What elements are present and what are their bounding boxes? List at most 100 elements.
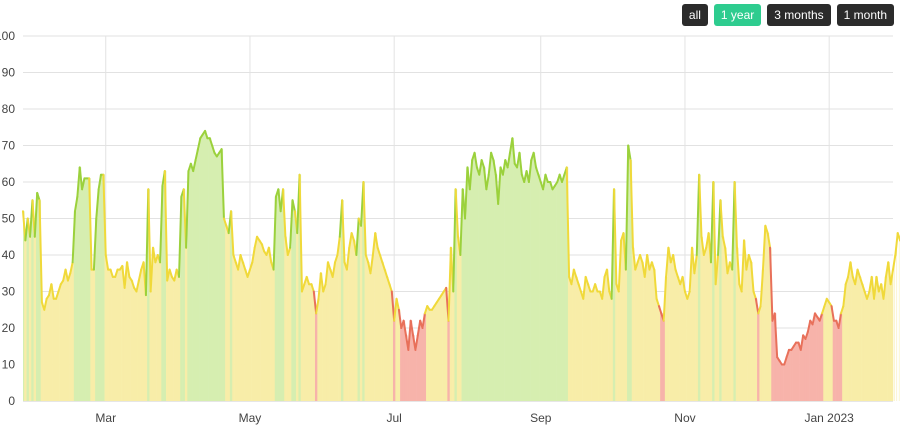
area-fill-yellow [738, 284, 741, 401]
series-line-segment [672, 254, 677, 271]
area-fill-yellow [577, 284, 581, 401]
area-fill-red [832, 320, 836, 401]
area-fill-yellow [676, 276, 680, 401]
area-fill-yellow [376, 247, 380, 401]
area-fill-yellow [66, 280, 70, 401]
range-button-3-months[interactable]: 3 months [767, 4, 831, 26]
area-fill-yellow [877, 291, 881, 401]
area-fill-green [525, 171, 529, 401]
area-fill-yellow [745, 269, 748, 401]
range-button-1-year[interactable]: 1 year [713, 4, 762, 26]
area-fill-yellow [586, 284, 590, 401]
y-axis: 0 10 20 30 40 50 60 70 80 90 100 [0, 29, 15, 408]
series-line-segment [322, 283, 327, 293]
series-line-segment [253, 235, 259, 249]
area-fill-yellow [615, 284, 618, 401]
area-fill-yellow [624, 269, 628, 401]
area-fill-yellow [28, 236, 32, 401]
area-fill-yellow [355, 255, 358, 401]
series-line-segment [582, 275, 587, 300]
area-fill-yellow [395, 298, 399, 401]
series-line-segment [237, 254, 242, 271]
series-line-segment [572, 268, 578, 278]
area-fill-yellow [714, 284, 718, 401]
area-fill-yellow [333, 262, 337, 401]
series-line-segment [336, 235, 341, 256]
series-line-segment [381, 261, 386, 271]
series-line-segment [69, 261, 74, 275]
series-line-segment [719, 199, 724, 238]
series-line-segment [289, 199, 294, 249]
area-fill-yellow [610, 298, 614, 401]
area-fill-red [792, 346, 796, 401]
area-fill-red [773, 313, 777, 401]
series-line-segment [565, 166, 571, 278]
area-fill-green [83, 178, 86, 401]
y-tick-label: 30 [2, 285, 16, 299]
series-line-segment [71, 210, 77, 264]
area-fill-yellow [865, 298, 869, 401]
area-fill-green [551, 189, 555, 401]
series-line-segment [409, 319, 415, 337]
area-fill-green [298, 174, 302, 401]
series-line-segment [487, 151, 493, 176]
series-line-segment [163, 170, 169, 282]
area-fill-yellow [109, 269, 112, 401]
area-fill-yellow [286, 255, 290, 401]
area-fill-green [527, 182, 531, 401]
area-fill-yellow [232, 255, 235, 401]
area-fill-green [199, 138, 202, 401]
area-fill-red [778, 360, 782, 401]
series-line-segment [241, 261, 247, 271]
area-fill-yellow [54, 298, 58, 401]
range-button-all[interactable]: all [681, 4, 708, 26]
area-fill-yellow [348, 247, 351, 401]
series-line-segment [383, 268, 389, 278]
series-line-segment [698, 173, 703, 238]
area-fill-yellow [121, 265, 124, 401]
area-fill-green [518, 152, 521, 401]
series-line-segment [542, 173, 547, 191]
area-fill-green [520, 174, 524, 401]
series-line-segment [454, 188, 459, 238]
area-fill-yellow [111, 276, 115, 401]
area-fill-yellow [761, 269, 765, 401]
area-fill-yellow [695, 255, 699, 401]
area-fill-yellow [619, 240, 623, 401]
series-line-segment [688, 246, 694, 293]
series-line-segment [740, 239, 746, 293]
series-line-segment [785, 348, 790, 359]
area-fill-yellow [184, 247, 188, 401]
series-line-segment [537, 173, 542, 183]
area-fill-yellow [350, 233, 354, 401]
series-line-segment [473, 151, 478, 169]
area-fill-yellow [236, 269, 240, 401]
y-tick-label: 80 [2, 102, 16, 116]
area-fill-yellow [575, 276, 578, 401]
area-fill-yellow [631, 247, 635, 401]
area-fill-yellow [690, 247, 694, 401]
series-line-segment [506, 151, 512, 169]
area-fill-yellow [234, 262, 238, 401]
series-line-segment [478, 159, 483, 176]
area-fill-green [357, 218, 361, 401]
series-line-segment [662, 275, 668, 322]
area-fill-yellow [428, 309, 432, 401]
area-fill-yellow [603, 276, 607, 401]
series-line-segment [804, 330, 809, 340]
series-line-segment [421, 312, 426, 329]
area-fill-red [771, 320, 774, 401]
area-fill-yellow [378, 255, 382, 401]
series-line-segment [561, 173, 566, 183]
range-button-1-month[interactable]: 1 month [836, 4, 894, 26]
area-fill-red [407, 349, 410, 401]
series-line-segment [355, 217, 360, 256]
area-fill-red [839, 313, 843, 401]
area-fill-green [192, 171, 195, 401]
area-fill-green [487, 174, 491, 401]
area-fill-green [281, 189, 285, 401]
area-fill-yellow [693, 273, 696, 401]
series-line-segment [830, 305, 835, 322]
area-fill-green [26, 218, 30, 401]
area-fill-yellow [887, 262, 890, 401]
